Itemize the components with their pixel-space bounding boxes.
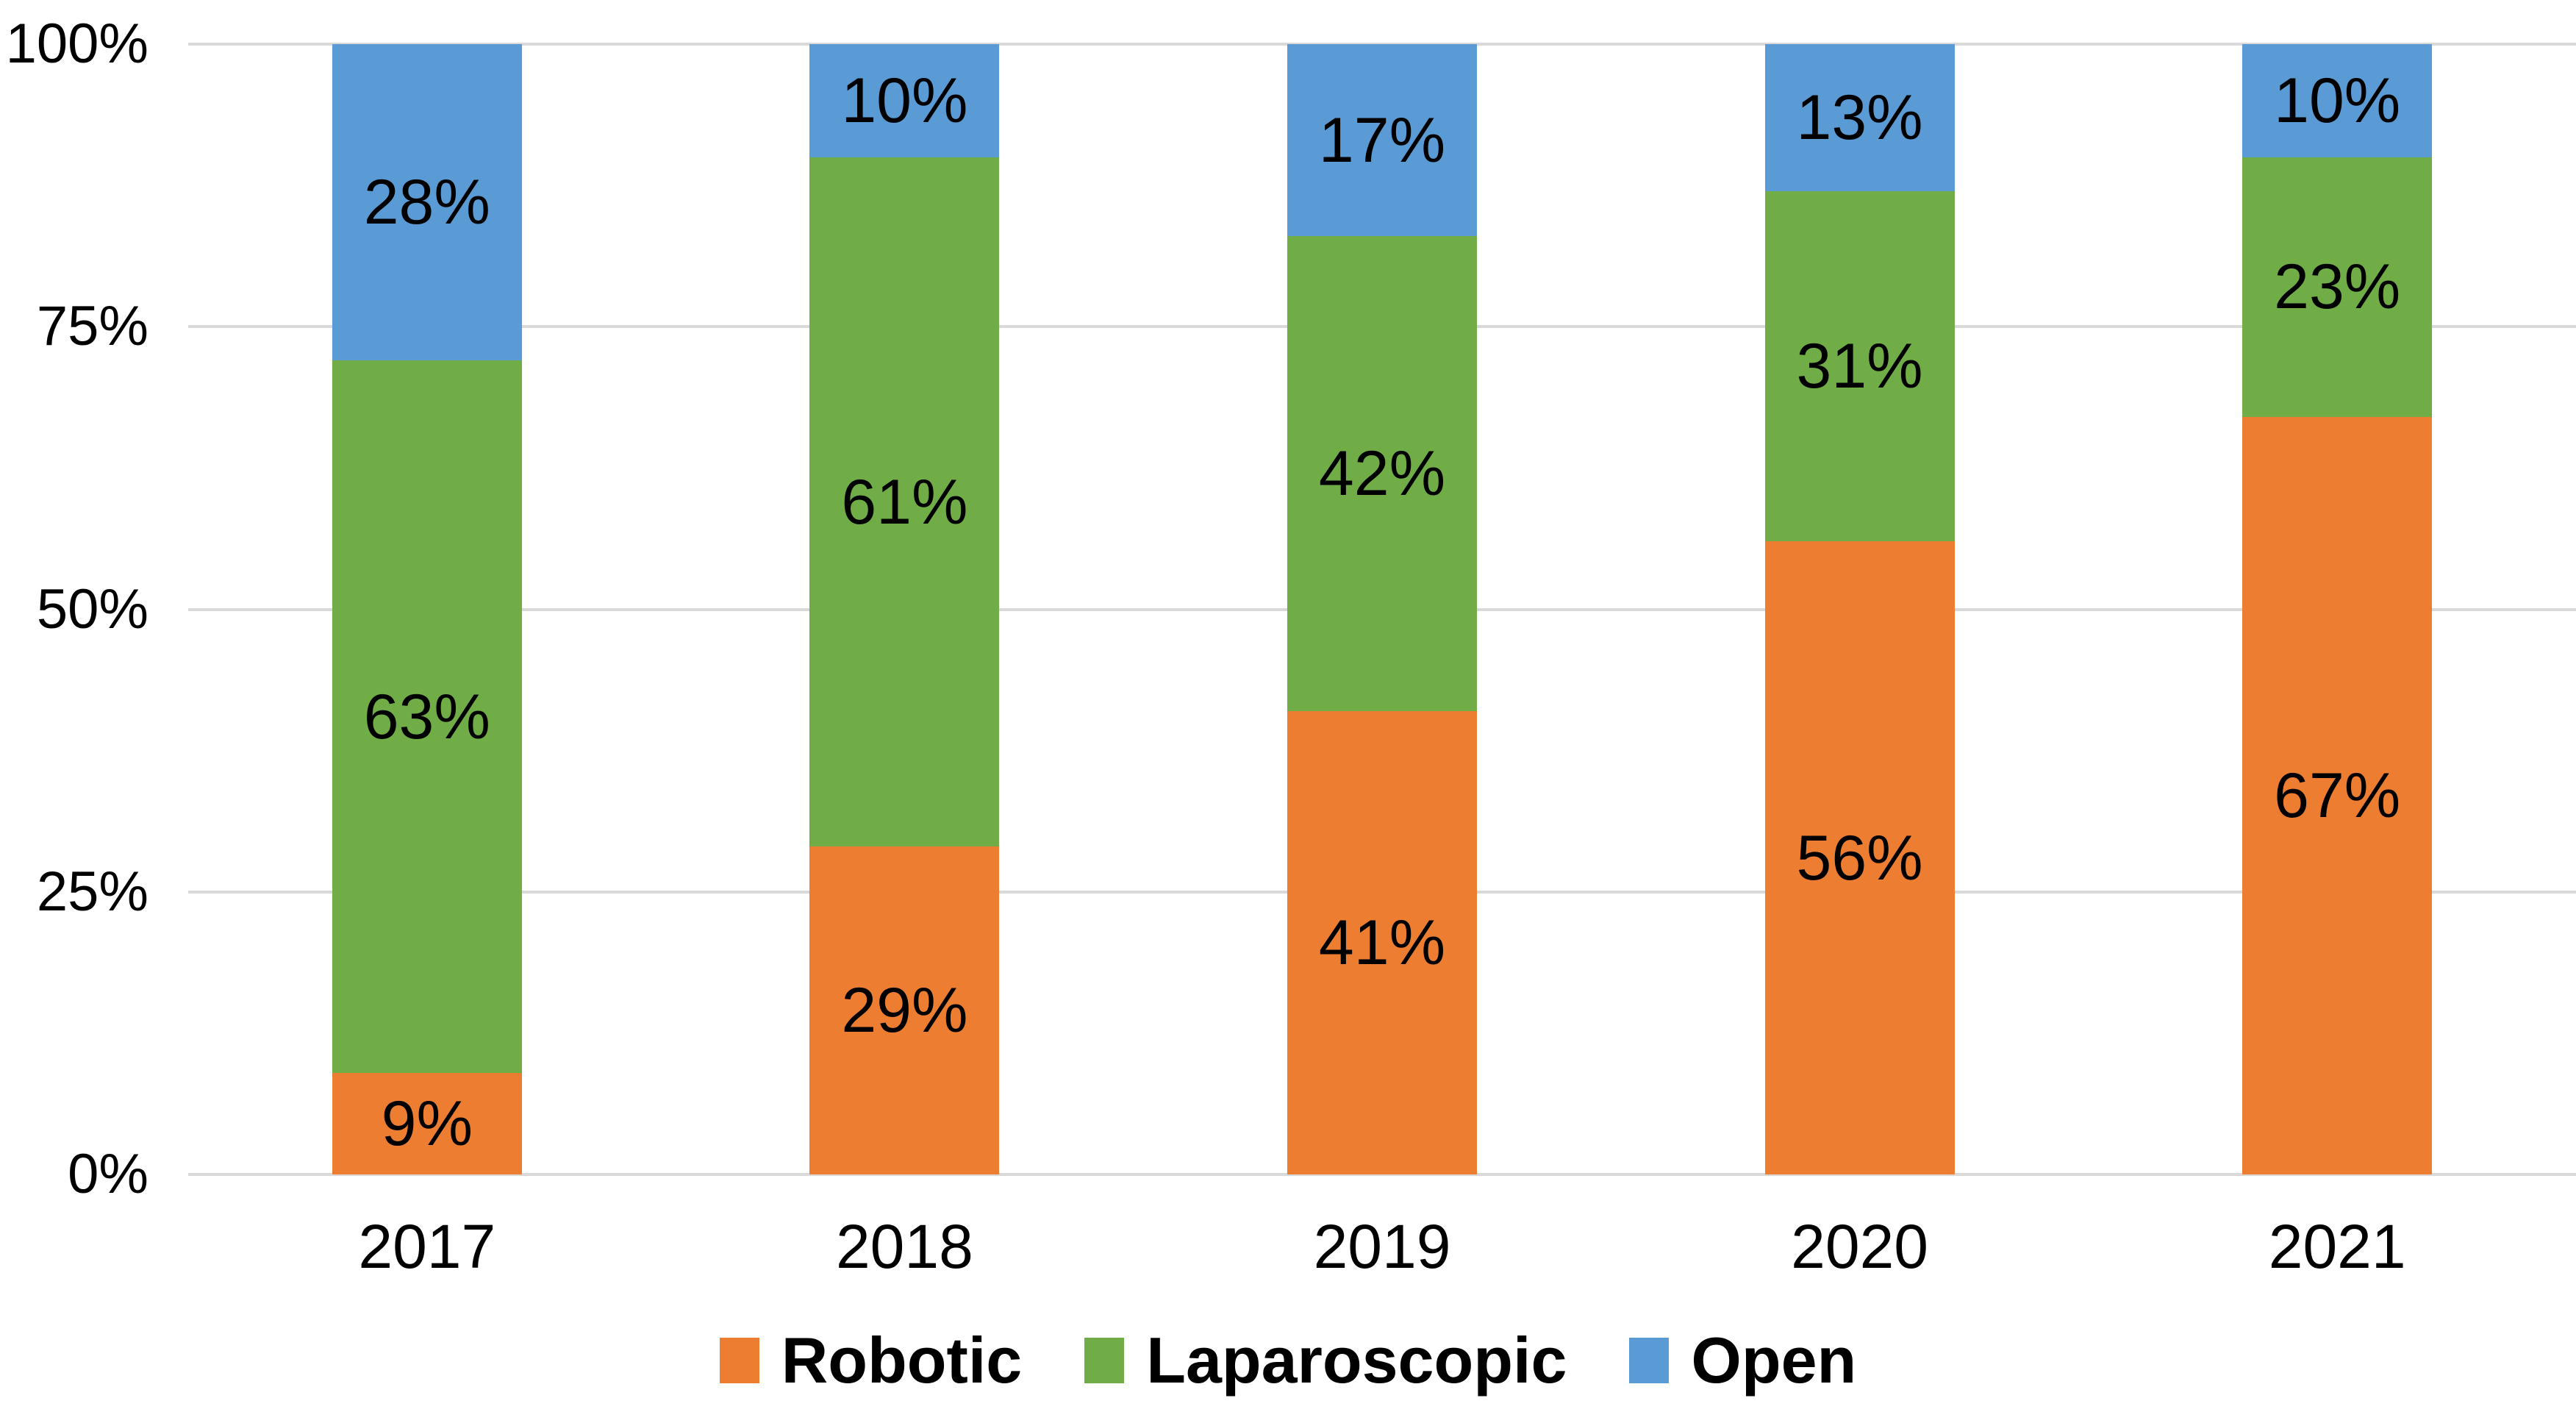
segment-data-label: 9%: [381, 1088, 473, 1159]
y-axis-tick-label: 75%: [36, 295, 149, 358]
bar-2018: 29% 61% 10%: [809, 44, 1000, 1174]
segment-data-label: 41%: [1318, 907, 1446, 978]
gridline-100: [188, 43, 2576, 46]
segment-open-2021: 10%: [2242, 44, 2433, 157]
segment-robotic-2021: 67%: [2242, 417, 2433, 1174]
segment-data-label: 10%: [841, 65, 968, 136]
x-axis-category-label: 2019: [1313, 1212, 1451, 1281]
legend: Robotic Laparoscopic Open: [0, 1320, 2576, 1401]
segment-laparoscopic-2017: 63%: [332, 360, 522, 1073]
plot-area: 9% 63% 28% 29% 61% 10% 41% 42% 17% 56% 31% 13% 67% 23…: [188, 43, 2576, 1176]
segment-robotic-2019: 41%: [1287, 710, 1477, 1174]
x-axis-category-label: 2020: [1791, 1212, 1929, 1281]
segment-laparoscopic-2020: 31%: [1764, 190, 1955, 542]
y-axis-tick-label: 0%: [68, 1143, 149, 1205]
segment-open-2018: 10%: [809, 44, 1000, 157]
legend-label: Open: [1691, 1324, 1857, 1397]
segment-data-label: 42%: [1318, 438, 1446, 510]
segment-data-label: 61%: [841, 466, 968, 538]
segment-robotic-2020: 56%: [1764, 541, 1955, 1174]
legend-swatch-icon: [1629, 1338, 1670, 1383]
y-axis: 0% 25% 50% 75% 100%: [0, 16, 154, 1202]
legend-item-laparoscopic: Laparoscopic: [1084, 1328, 1567, 1393]
segment-open-2017: 28%: [332, 44, 522, 361]
bar-2021: 67% 23% 10%: [2242, 44, 2433, 1174]
y-axis-tick-label: 100%: [5, 13, 149, 75]
legend-item-open: Open: [1629, 1328, 1856, 1393]
segment-robotic-2018: 29%: [809, 846, 1000, 1174]
legend-swatch-icon: [1084, 1338, 1125, 1383]
gridline-0: [188, 1173, 2576, 1176]
x-axis-category-label: 2017: [358, 1212, 496, 1281]
legend-item-robotic: Robotic: [719, 1324, 1023, 1397]
x-axis-category-label: 2018: [835, 1212, 973, 1281]
segment-data-label: 56%: [1796, 822, 1923, 894]
segment-data-label: 28%: [363, 167, 490, 238]
legend-label: Robotic: [781, 1324, 1023, 1397]
legend-label: Laparoscopic: [1146, 1324, 1567, 1397]
y-axis-tick-label: 50%: [36, 577, 149, 641]
segment-data-label: 23%: [2274, 252, 2401, 323]
segment-laparoscopic-2018: 61%: [809, 157, 1000, 847]
segment-data-label: 31%: [1796, 331, 1923, 402]
x-axis-category-label: 2021: [2268, 1212, 2406, 1281]
segment-laparoscopic-2019: 42%: [1287, 236, 1477, 711]
segment-open-2019: 17%: [1287, 44, 1477, 237]
segment-laparoscopic-2021: 23%: [2242, 157, 2433, 418]
segment-data-label: 10%: [2274, 65, 2401, 136]
bar-2020: 56% 31% 13%: [1764, 44, 1955, 1174]
segment-data-label: 13%: [1796, 82, 1923, 153]
legend-swatch-icon: [719, 1338, 759, 1383]
segment-data-label: 67%: [2274, 760, 2401, 832]
segment-robotic-2017: 9%: [332, 1072, 522, 1174]
segment-data-label: 17%: [1318, 104, 1446, 176]
segment-data-label: 63%: [363, 681, 490, 752]
bar-2017: 9% 63% 28%: [332, 44, 522, 1174]
x-axis: 2017 2018 2019 2020 2021: [188, 1210, 2576, 1283]
segment-open-2020: 13%: [1764, 44, 1955, 191]
bar-2019: 41% 42% 17%: [1287, 44, 1477, 1174]
y-axis-tick-label: 25%: [36, 860, 149, 923]
segment-data-label: 29%: [841, 975, 968, 1046]
